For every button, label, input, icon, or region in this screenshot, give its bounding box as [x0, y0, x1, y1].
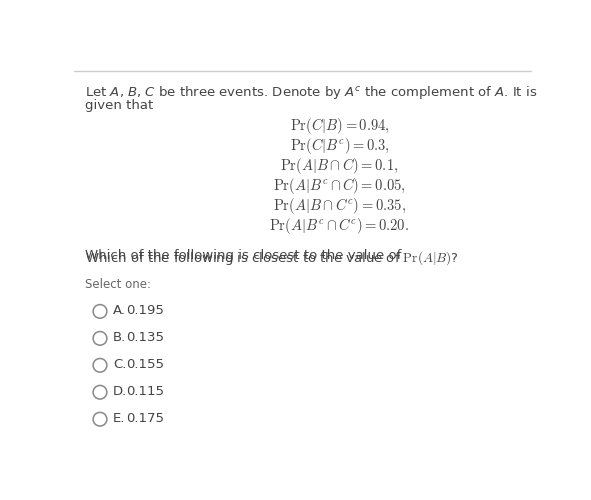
- Text: $\mathrm{Pr}(A|B \cap C^c) = 0.35,$: $\mathrm{Pr}(A|B \cap C^c) = 0.35,$: [273, 196, 406, 216]
- Text: D.: D.: [113, 386, 127, 398]
- Text: E.: E.: [113, 412, 125, 426]
- Text: B.: B.: [113, 332, 126, 344]
- Text: 0.155: 0.155: [126, 358, 164, 372]
- Text: C.: C.: [113, 358, 126, 372]
- Text: A.: A.: [113, 304, 126, 318]
- Text: $\mathrm{Pr}(C|B^c) = 0.3,$: $\mathrm{Pr}(C|B^c) = 0.3,$: [290, 136, 389, 156]
- Text: 0.135: 0.135: [126, 332, 164, 344]
- Text: given that: given that: [85, 98, 154, 112]
- Text: 0.115: 0.115: [126, 386, 164, 398]
- Text: 0.195: 0.195: [126, 304, 164, 318]
- Text: $\mathrm{Pr}(A|B \cap C) = 0.1,$: $\mathrm{Pr}(A|B \cap C) = 0.1,$: [280, 156, 399, 176]
- Text: Which of the following is closest to the value of: Which of the following is closest to the…: [85, 250, 406, 262]
- Text: Select one:: Select one:: [85, 278, 151, 291]
- Text: Let $\mathit{A}$, $\mathit{B}$, $\mathit{C}$ be three events. Denote by $A^c$ th: Let $\mathit{A}$, $\mathit{B}$, $\mathit…: [85, 84, 538, 101]
- Text: Which of the following is closest to the value of $\mathrm{Pr}(A|B)$?: Which of the following is closest to the…: [85, 250, 459, 267]
- Text: $\mathrm{Pr}(A|B^c \cap C) = 0.05,$: $\mathrm{Pr}(A|B^c \cap C) = 0.05,$: [273, 176, 406, 196]
- Text: 0.175: 0.175: [126, 412, 164, 426]
- Text: $\mathrm{Pr}(C|B) = 0.94,$: $\mathrm{Pr}(C|B) = 0.94,$: [290, 116, 389, 136]
- Text: $\mathrm{Pr}(A|B^c \cap C^c) = 0.20.$: $\mathrm{Pr}(A|B^c \cap C^c) = 0.20.$: [269, 216, 410, 236]
